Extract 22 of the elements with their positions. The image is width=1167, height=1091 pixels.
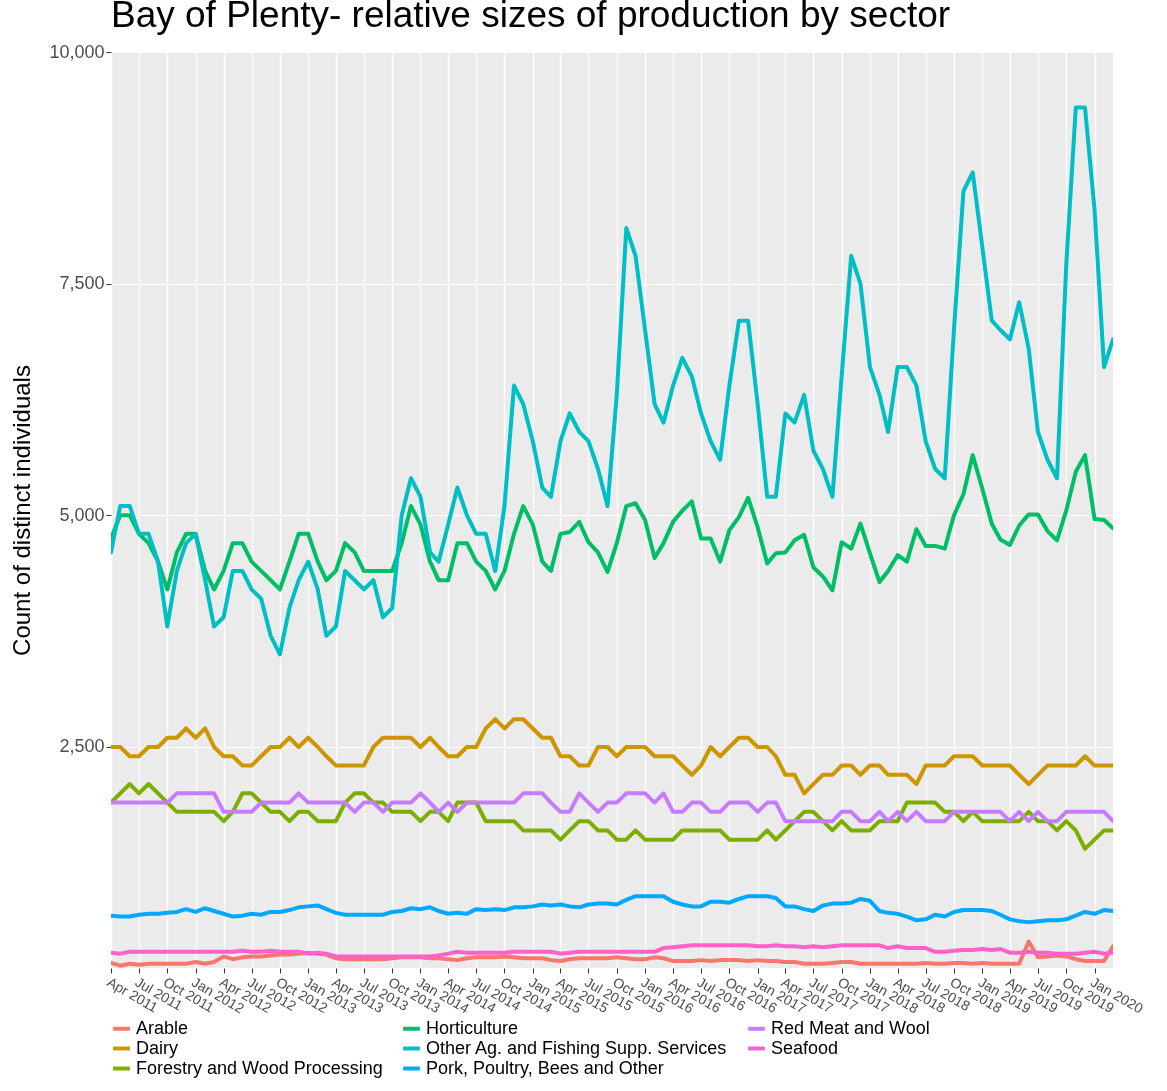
y-tick-label: 5,000 (59, 504, 105, 525)
line-series (111, 105, 1113, 657)
legend-label: Other Ag. and Fishing Supp. Services (426, 1037, 727, 1058)
legend-label: Red Meat and Wool (771, 1017, 930, 1038)
line-series (111, 894, 1113, 925)
line-series (111, 791, 1113, 824)
y-tick-label: 10,000 (49, 41, 105, 62)
legend-label: Arable (136, 1017, 189, 1038)
line-series (111, 717, 1113, 796)
line-series (111, 453, 1113, 593)
line-series (111, 782, 1113, 851)
legend-label: Dairy (136, 1037, 179, 1058)
y-tick-label: 2,500 (59, 736, 105, 757)
line-series (111, 939, 1113, 968)
legend-label: Seafood (771, 1037, 839, 1058)
legend-label: Horticulture (426, 1017, 519, 1038)
line-series (111, 943, 1113, 959)
chart-title: Bay of Plenty- relative sizes of production by sector (111, 0, 951, 35)
legend-label: Pork, Poultry, Bees and Other (426, 1057, 664, 1078)
legend-label: Forestry and Wood Processing (136, 1057, 383, 1078)
y-tick-label: 7,500 (59, 273, 105, 294)
y-axis-title: Count of distinct individuals (8, 365, 36, 656)
